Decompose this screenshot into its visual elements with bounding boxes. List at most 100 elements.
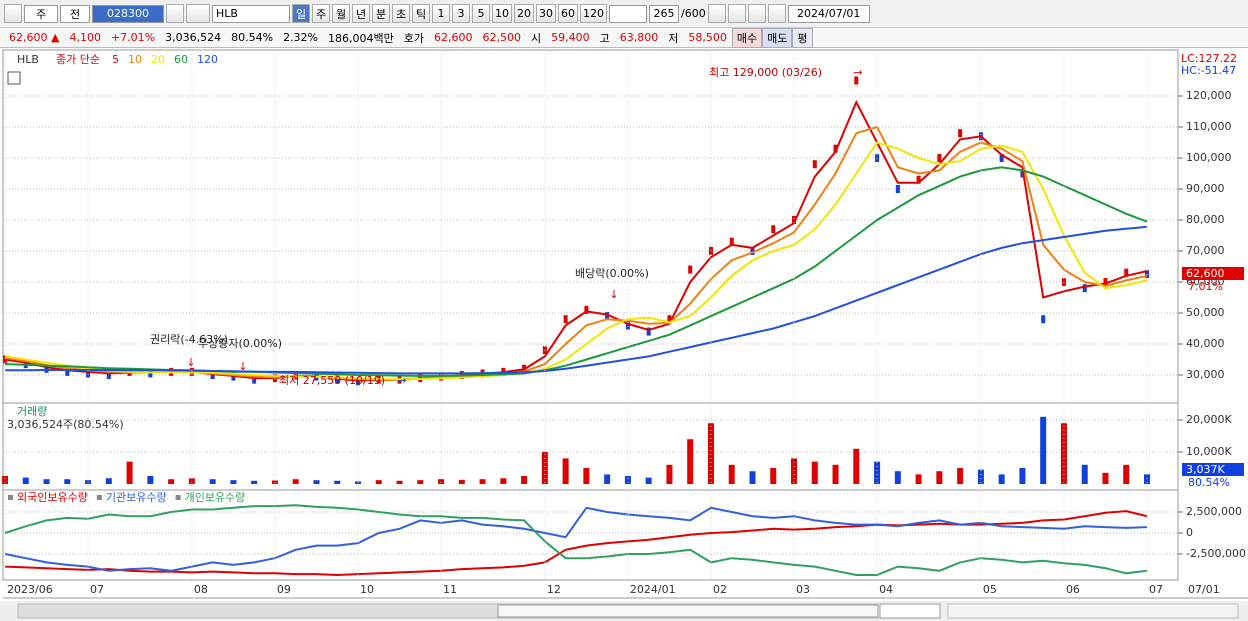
legend-title: 종가 단순: [56, 53, 100, 66]
price-mark: [750, 246, 755, 255]
quote-amount: 186,004백만: [328, 31, 394, 45]
volume-bar: [977, 469, 984, 484]
save-button[interactable]: [747, 4, 766, 23]
search-button[interactable]: [166, 4, 184, 23]
price-mark: [667, 315, 672, 324]
legend-item: 20: [151, 53, 165, 66]
price-mark: [688, 265, 693, 274]
code-input[interactable]: 028300: [92, 4, 164, 23]
market-select[interactable]: 주: [24, 4, 58, 23]
volume-bar: [230, 480, 237, 484]
period-button[interactable]: 초: [392, 4, 410, 23]
quote-change: 4,100: [69, 31, 101, 44]
background: [0, 48, 1248, 621]
x-tick-label: 07: [1149, 583, 1163, 596]
y-tick-label: 10,000K: [1186, 445, 1232, 458]
scope-select[interactable]: 전: [60, 4, 90, 23]
name-input[interactable]: HLB: [212, 4, 290, 23]
buy-button[interactable]: 매수: [731, 27, 763, 48]
volume-bar: [479, 479, 486, 484]
quote-volume-ratio: 80.54%: [231, 31, 274, 44]
volume-bar: [791, 458, 798, 484]
x-tick-label: 04: [879, 583, 893, 596]
volume-bar: [874, 461, 881, 484]
volume-bar: [105, 478, 112, 484]
volume-bar: [749, 471, 756, 484]
x-tick-label: 12: [547, 583, 561, 596]
interval-button[interactable]: 120: [580, 4, 607, 23]
tool-button[interactable]: [707, 4, 726, 23]
volume-bar: [334, 480, 341, 484]
volume-bar: [1060, 423, 1067, 484]
price-mark: [65, 367, 70, 376]
date-input[interactable]: 2024/07/01: [787, 4, 870, 23]
tool-button[interactable]: [727, 4, 746, 23]
sound-button[interactable]: [186, 4, 210, 23]
price-mark: [895, 184, 900, 193]
volume-bar: [1040, 416, 1047, 484]
period-button[interactable]: 일: [292, 4, 310, 23]
current-change: 7.01%: [1188, 280, 1223, 293]
icon[interactable]: [4, 4, 22, 23]
volume-bar: [64, 479, 71, 484]
annotation: 최저 27,550 (10/19): [279, 374, 385, 387]
legend-item: 10: [128, 53, 142, 66]
volume-bar: [458, 479, 465, 484]
interval-button[interactable]: 1: [432, 4, 450, 23]
eval-button[interactable]: 평: [792, 27, 813, 48]
volume-bar: [126, 461, 133, 484]
y-tick-label: 2,500,000: [1186, 505, 1242, 518]
volume-bar: [521, 476, 528, 484]
price-mark: [771, 225, 776, 234]
price-mark: [1124, 268, 1129, 277]
sell-button[interactable]: 매도: [762, 27, 793, 48]
scroll-thumb[interactable]: [497, 604, 879, 618]
price-mark: [563, 315, 568, 324]
current-volume-box: [1182, 463, 1244, 476]
price-mark: [646, 327, 651, 336]
quote-turnover: 2.32%: [283, 31, 319, 44]
unit-select[interactable]: [609, 4, 647, 23]
volume-bar: [728, 464, 735, 484]
volume-bar: [666, 464, 673, 484]
price-mark: [1061, 277, 1066, 286]
annotation: 권리락(-4.63%): [150, 333, 228, 346]
volume-bar: [936, 471, 943, 484]
quote-open: 59,400: [551, 31, 590, 44]
period-button[interactable]: 월: [332, 4, 350, 23]
interval-button[interactable]: 30: [536, 4, 556, 23]
period-button[interactable]: 주: [312, 4, 330, 23]
quote-high: 63,800: [619, 31, 659, 44]
period-button[interactable]: 년: [352, 4, 370, 23]
x-tick-label: 11: [443, 583, 457, 596]
volume-bar: [1102, 472, 1109, 484]
quote-bid: 62,500: [482, 31, 522, 44]
price-mark: [792, 215, 797, 224]
nav-buttons[interactable]: [879, 603, 941, 619]
x-tick-label: 2023/06: [7, 583, 53, 596]
interval-button[interactable]: 10: [492, 4, 512, 23]
count-input[interactable]: 265: [649, 4, 679, 23]
icon[interactable]: [7, 71, 21, 85]
quote-low-label: 저: [668, 31, 679, 45]
volume-bar: [313, 480, 320, 484]
interval-button[interactable]: 3: [452, 4, 470, 23]
settings-button[interactable]: [767, 4, 786, 23]
price-mark: [833, 144, 838, 153]
toolbar: 주 전 028300 HLB 일 주 월 년 분 초 틱 1 3 5 10 20 30 60 120 265/600 2…: [0, 0, 1248, 28]
interval-button[interactable]: 20: [514, 4, 534, 23]
period-button[interactable]: 틱: [412, 4, 430, 23]
y-tick-label: 40,000: [1186, 337, 1225, 350]
volume-bar: [375, 480, 382, 484]
price-mark: [958, 129, 963, 138]
y-tick-label: 90,000: [1186, 182, 1225, 195]
x-tick-label: 07: [90, 583, 104, 596]
y-tick-label: 50,000: [1186, 306, 1225, 319]
interval-button[interactable]: 5: [472, 4, 490, 23]
y-tick-label: 70,000: [1186, 244, 1225, 257]
tool-icons[interactable]: [947, 603, 1239, 619]
interval-button[interactable]: 60: [558, 4, 578, 23]
legend-item: 개인보유수량: [185, 491, 246, 504]
period-button[interactable]: 분: [372, 4, 390, 23]
